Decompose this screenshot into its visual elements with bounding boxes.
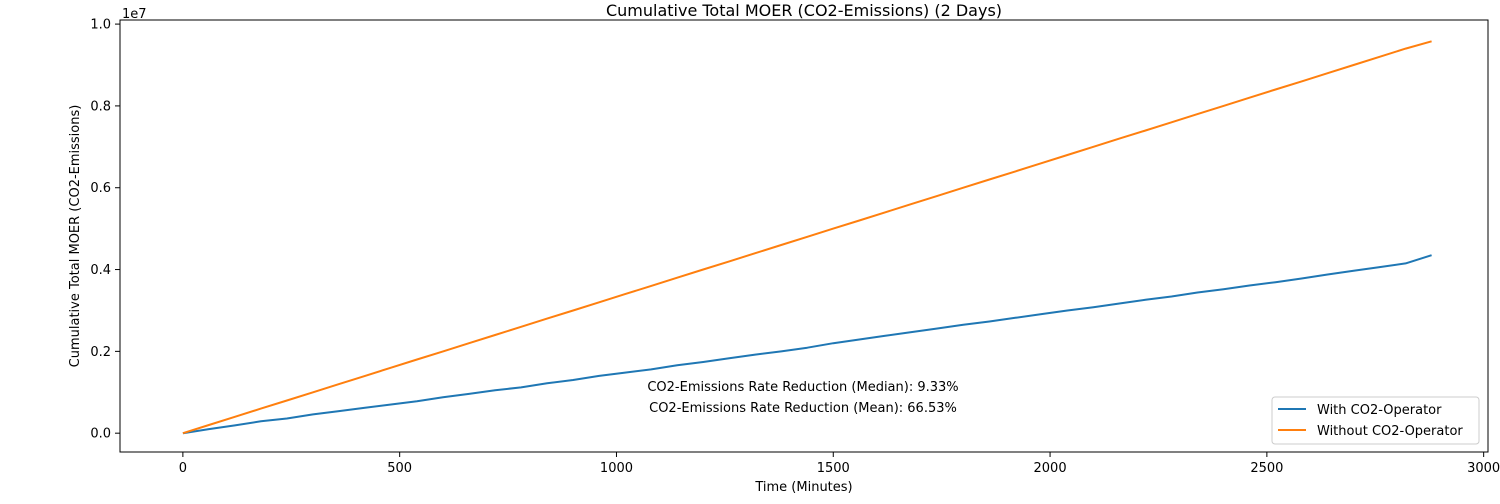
x-tick-label: 2000: [1034, 461, 1067, 476]
annotation-median-reduction: CO2-Emissions Rate Reduction (Median): 9…: [647, 380, 958, 395]
legend-box: [1271, 396, 1480, 445]
x-tick-label: 0: [179, 461, 187, 476]
series-lines: [182, 40, 1432, 435]
x-axis-title: Time (Minutes): [754, 480, 852, 495]
x-tick-label: 500: [387, 461, 412, 476]
annotation-mean-reduction: CO2-Emissions Rate Reduction (Mean): 66.…: [649, 401, 957, 416]
y-axis-offset-label: 1e7: [122, 7, 147, 22]
series-line-without-co2-operator: [182, 40, 1432, 435]
y-tick-label: 0.6: [90, 181, 111, 196]
y-tick-label: 0.2: [90, 345, 111, 360]
x-tick-label: 2500: [1250, 461, 1283, 476]
plot-area-frame: [119, 19, 1489, 453]
legend-label-without-co2-operator: Without CO2-Operator: [1317, 424, 1463, 439]
y-axis: 0.0 0.2 0.4 0.6 0.8 1.0: [90, 18, 120, 442]
x-tick-label: 3000: [1467, 461, 1500, 476]
y-tick-label: 0.4: [90, 263, 111, 278]
y-axis-title: Cumulative Total MOER (CO2-Emissions): [68, 105, 83, 368]
y-tick-label: 0.8: [90, 99, 111, 114]
x-tick-label: 1000: [600, 461, 633, 476]
x-axis: 0 500 1000 1500 2000 2500 3000: [179, 452, 1500, 476]
y-tick-label: 0.0: [90, 427, 111, 442]
y-tick-label: 1.0: [90, 18, 111, 33]
legend-label-with-co2-operator: With CO2-Operator: [1317, 403, 1442, 418]
series-line-with-co2-operator: [182, 254, 1432, 435]
legend: With CO2-Operator Without CO2-Operator: [1271, 396, 1480, 445]
chart-title: Cumulative Total MOER (CO2-Emissions) (2…: [606, 1, 1002, 20]
x-tick-label: 1500: [817, 461, 850, 476]
